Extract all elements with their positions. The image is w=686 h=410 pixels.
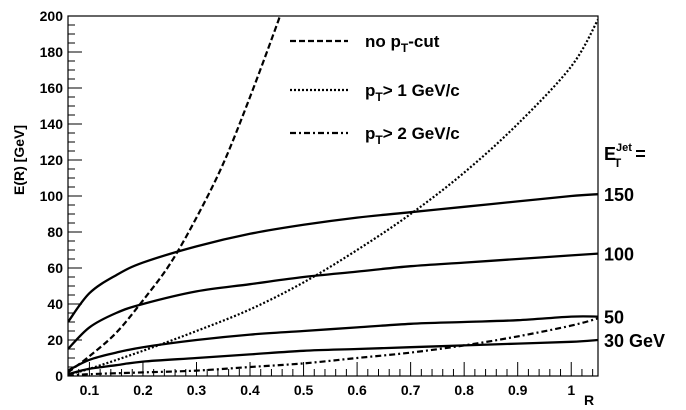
jet-energy-title: EJet T = bbox=[604, 142, 646, 170]
y-tick-label: 100 bbox=[40, 188, 64, 204]
legend-label-0: no pT-cut bbox=[365, 32, 440, 55]
series-lines bbox=[68, 16, 598, 376]
jet-energy-label: 50 bbox=[604, 308, 624, 328]
y-tick-label: 200 bbox=[40, 8, 64, 24]
jet-energy-label: 100 bbox=[604, 245, 634, 265]
x-tick-label: 0.9 bbox=[508, 382, 528, 398]
y-tick-label: 140 bbox=[40, 116, 64, 132]
legend-label-2: pT> 2 GeV/c bbox=[365, 124, 460, 147]
x-tick-label: 0.6 bbox=[347, 382, 367, 398]
jet-energy-labels: 150 100 50 30 GeV bbox=[604, 185, 665, 351]
x-tick-label: 1 bbox=[567, 382, 575, 398]
x-tick-label: 0.2 bbox=[133, 382, 153, 398]
x-tick-label: 0.5 bbox=[294, 382, 314, 398]
series-line-dotted bbox=[68, 19, 598, 376]
y-tick-label: 80 bbox=[47, 224, 63, 240]
x-tick-label: 0.8 bbox=[454, 382, 474, 398]
series-line-solid bbox=[68, 252, 598, 350]
axis-ticks: 0 20 40 60 80 100 120 140 160 180 200 0.1 0.2 0.3 0.4 0… bbox=[40, 8, 594, 398]
legend-label-1: pT> 1 GeV/c bbox=[365, 81, 460, 104]
x-tick-label: 0.7 bbox=[401, 382, 421, 398]
y-axis-label: E(R) [GeV] bbox=[11, 125, 27, 195]
series-line-dashed bbox=[68, 16, 281, 374]
y-tick-label: 20 bbox=[47, 332, 63, 348]
series-line-solid bbox=[68, 338, 598, 376]
x-tick-label: 0.3 bbox=[187, 382, 207, 398]
series-line-dashdot bbox=[68, 317, 598, 376]
x-tick-label: 0.1 bbox=[80, 382, 100, 398]
y-tick-label: 120 bbox=[40, 152, 64, 168]
x-tick-label: 0.4 bbox=[240, 382, 260, 398]
x-axis-label: R bbox=[584, 392, 594, 408]
jet-energy-label: 30 GeV bbox=[604, 331, 665, 351]
legend: no pT-cut pT> 1 GeV/c pT> 2 GeV/c bbox=[290, 32, 460, 147]
y-tick-label: 0 bbox=[55, 368, 63, 384]
jet-energy-label: 150 bbox=[604, 185, 634, 205]
y-tick-label: 160 bbox=[40, 80, 64, 96]
plot-frame bbox=[67, 15, 599, 377]
y-tick-label: 180 bbox=[40, 44, 64, 60]
series-line-solid bbox=[68, 193, 598, 323]
series-line-solid bbox=[68, 315, 598, 372]
y-tick-label: 60 bbox=[47, 260, 63, 276]
y-tick-label: 40 bbox=[47, 296, 63, 312]
